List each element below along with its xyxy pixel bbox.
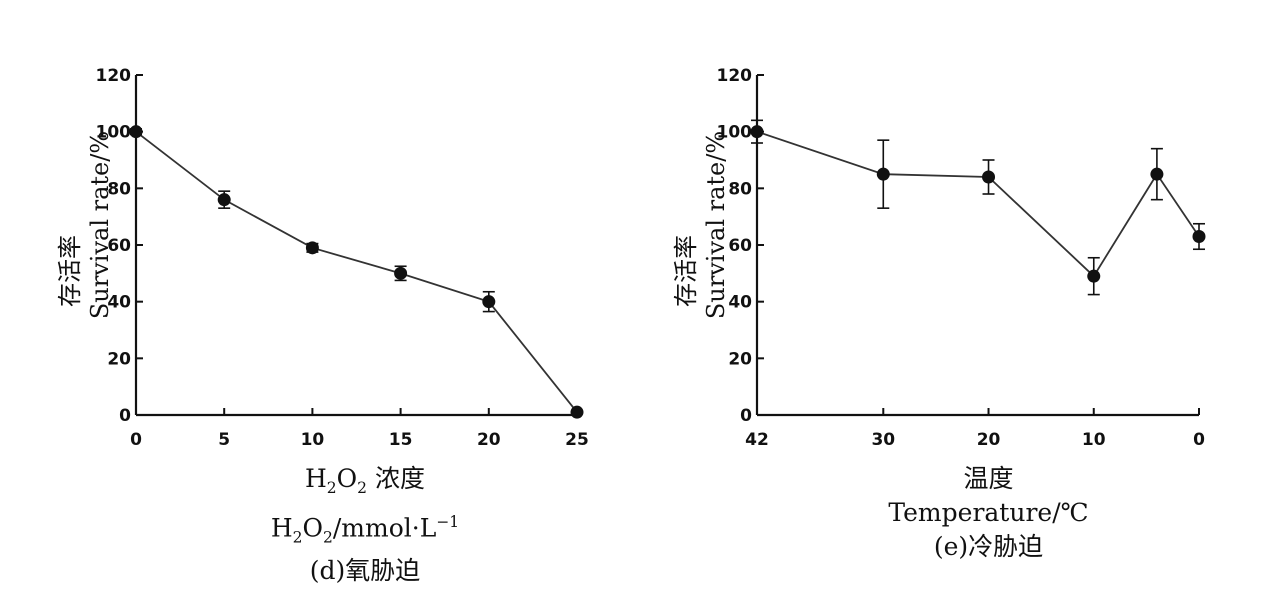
- data-point: [570, 405, 584, 419]
- x-tick-label: 20: [477, 430, 501, 450]
- data-point: [394, 266, 408, 280]
- y-tick-label: 80: [107, 179, 131, 199]
- y-axis-title-en: Survival rate/%: [86, 131, 114, 319]
- y-tick-label: 120: [717, 66, 753, 86]
- y-tick-label: 60: [728, 236, 752, 256]
- x-axis-title-en-d: H2O2/mmol·L−1: [270, 513, 460, 547]
- series-line: [756, 130, 1200, 278]
- data-point: [1150, 167, 1164, 181]
- y-axis-title: 存活率 Survival rate/%: [672, 131, 730, 319]
- x-tick-label: 20: [977, 430, 1001, 450]
- x-tick-label: 30: [871, 430, 895, 450]
- y-tick-label: 0: [119, 406, 131, 426]
- x-axis-title-en-e: Temperature/℃: [888, 498, 1089, 527]
- x-tick-label: 0: [130, 430, 142, 450]
- y-tick-label: 0: [740, 406, 752, 426]
- y-tick-label: 40: [107, 293, 131, 313]
- panel-e: 0 20 40 60 80 100 120 42 30 20 10 0 存活率 Survival rate…: [636, 0, 1273, 593]
- series-line: [135, 130, 578, 413]
- y-axis-title-cn: 存活率: [672, 235, 700, 307]
- y-tick-label: 80: [728, 179, 752, 199]
- x-tick-label: 42: [745, 430, 769, 450]
- data-point: [1087, 269, 1101, 283]
- y-tick-label: 40: [728, 293, 752, 313]
- x-axis-title-cn-d: H2O2 浓度: [304, 464, 425, 497]
- y-tick-label: 20: [728, 349, 752, 369]
- data-point: [482, 295, 496, 309]
- y-tick-label: 60: [107, 236, 131, 256]
- data-point: [750, 125, 764, 139]
- y-axis-title-cn: 存活率: [56, 235, 84, 307]
- x-tick-label: 15: [389, 430, 413, 450]
- data-point: [1192, 230, 1206, 243]
- data-point: [305, 241, 319, 255]
- x-tick-label: 25: [565, 430, 589, 450]
- x-axis-title-e: 温度 Temperature/℃ (e)冷胁迫: [756, 462, 1221, 564]
- data-point: [217, 193, 231, 207]
- data-point: [876, 167, 890, 181]
- y-tick-label: 120: [96, 66, 132, 86]
- x-axis-title-d: H2O2 浓度 H2O2/mmol·L−1 (d)氧胁迫: [130, 462, 600, 588]
- x-tick-label: 0: [1193, 430, 1205, 450]
- caption-d: (d)氧胁迫: [309, 556, 421, 586]
- data-point: [129, 125, 143, 139]
- panel-d: 0 20 40 60 80 100 120 0 5 10 15 20 25 存活率 Survival rat…: [0, 0, 636, 593]
- x-tick-label: 10: [1082, 430, 1106, 450]
- x-axis-title-cn-e: 温度: [963, 464, 1014, 493]
- x-tick-label: 5: [218, 430, 230, 450]
- y-tick-label: 100: [717, 123, 753, 143]
- data-point: [982, 170, 996, 184]
- y-axis-title: 存活率 Survival rate/%: [56, 131, 114, 319]
- y-tick-label: 20: [107, 349, 131, 369]
- y-axis-title-en: Survival rate/%: [702, 131, 730, 319]
- y-tick-label: 100: [96, 123, 132, 143]
- caption-e: (e)冷胁迫: [933, 532, 1044, 561]
- x-tick-label: 10: [301, 430, 325, 450]
- chart-d: 0 20 40 60 80 100 120 0 5 10 15 20 25 存活率 Survival rat…: [56, 66, 589, 450]
